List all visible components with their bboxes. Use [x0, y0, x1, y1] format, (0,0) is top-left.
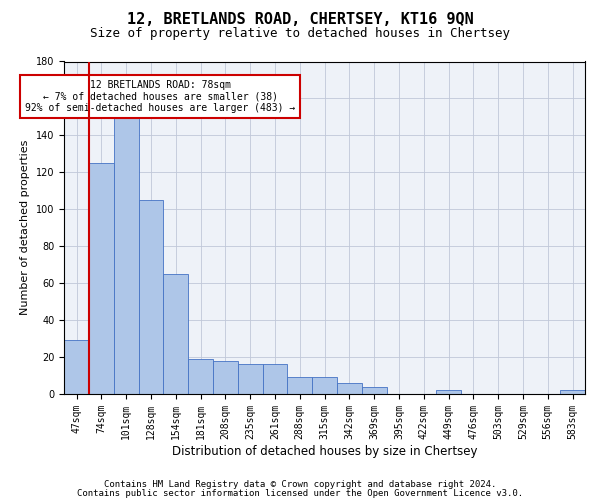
Bar — [337, 383, 362, 394]
Bar — [114, 117, 139, 394]
Bar — [312, 378, 337, 394]
Bar — [287, 378, 312, 394]
Bar — [188, 359, 213, 394]
Bar — [213, 360, 238, 394]
Bar — [139, 200, 163, 394]
Text: 12 BRETLANDS ROAD: 78sqm
← 7% of detached houses are smaller (38)
92% of semi-de: 12 BRETLANDS ROAD: 78sqm ← 7% of detache… — [25, 80, 296, 113]
Bar — [89, 163, 114, 394]
Bar — [238, 364, 263, 394]
Text: Contains HM Land Registry data © Crown copyright and database right 2024.: Contains HM Land Registry data © Crown c… — [104, 480, 496, 489]
X-axis label: Distribution of detached houses by size in Chertsey: Distribution of detached houses by size … — [172, 444, 478, 458]
Text: 12, BRETLANDS ROAD, CHERTSEY, KT16 9QN: 12, BRETLANDS ROAD, CHERTSEY, KT16 9QN — [127, 12, 473, 28]
Bar — [362, 386, 386, 394]
Bar — [560, 390, 585, 394]
Bar — [163, 274, 188, 394]
Y-axis label: Number of detached properties: Number of detached properties — [20, 140, 31, 316]
Text: Contains public sector information licensed under the Open Government Licence v3: Contains public sector information licen… — [77, 488, 523, 498]
Text: Size of property relative to detached houses in Chertsey: Size of property relative to detached ho… — [90, 28, 510, 40]
Bar — [263, 364, 287, 394]
Bar — [64, 340, 89, 394]
Bar — [436, 390, 461, 394]
